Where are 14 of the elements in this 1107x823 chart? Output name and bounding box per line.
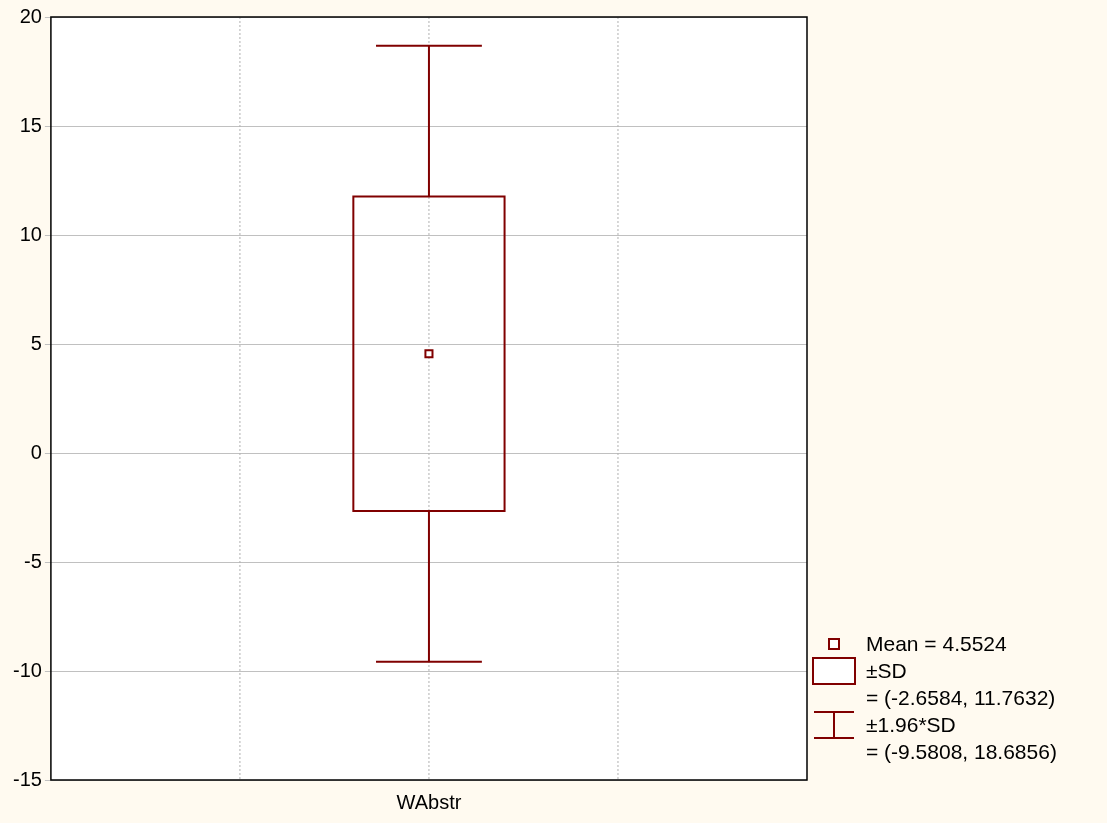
y-tick-label: -15: [13, 767, 42, 790]
text: = (-9.5808, 18.6856): [866, 739, 1057, 764]
y-tick-label: 5: [30, 331, 42, 354]
text: Mean = 4.5524: [866, 631, 1007, 656]
y-tick-label: 15: [19, 113, 42, 136]
text: = (-2.6584, 11.7632): [866, 685, 1056, 710]
y-tick-label: 10: [19, 222, 42, 245]
y-tick-label: -10: [13, 658, 42, 681]
text: ±SD: [866, 658, 907, 683]
y-tick-label: 0: [30, 440, 42, 463]
y-tick-label: -5: [24, 549, 42, 572]
text: ±1.96*SD: [866, 712, 956, 737]
x-tick-label: WAbstr: [396, 790, 462, 813]
y-tick-label: 20: [19, 4, 42, 27]
